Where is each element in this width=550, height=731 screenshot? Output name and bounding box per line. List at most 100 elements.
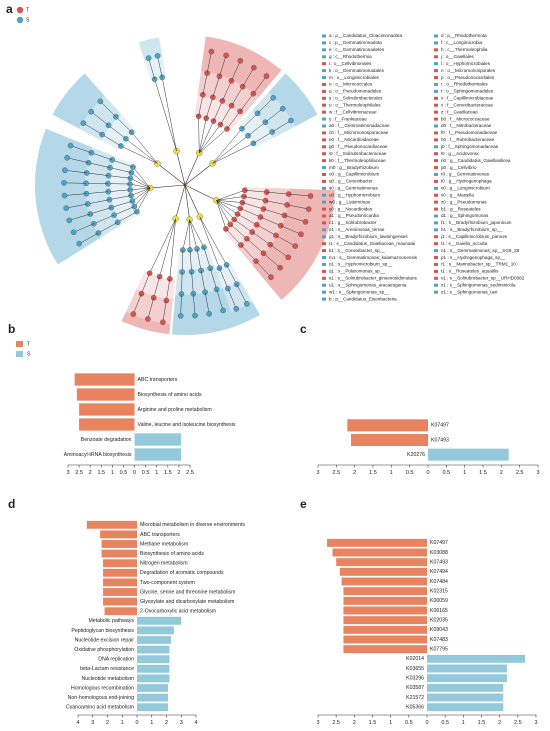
- branch: [265, 200, 288, 206]
- node: [288, 117, 294, 124]
- taxon-label: f : c__Longimicrobia: [441, 40, 483, 45]
- branch: [216, 200, 235, 220]
- taxon-label: i1 : s__Candidatus_Gaiellaceae_maunatai: [329, 241, 415, 246]
- taxon-swatch: [434, 193, 438, 197]
- bar: [137, 626, 174, 635]
- branch: [253, 75, 267, 94]
- bar: [137, 645, 170, 654]
- clade-shade: [35, 128, 101, 265]
- bar: [343, 596, 427, 605]
- taxon-label: p1 : s__Hydrogenophaga_sp__: [441, 255, 506, 260]
- taxon-label: w1 : s__Sphingomonas_sp__: [329, 289, 390, 294]
- branch: [236, 284, 248, 304]
- branch: [216, 200, 241, 209]
- category-label: K03587: [406, 685, 424, 691]
- node: [97, 98, 104, 105]
- branch: [184, 152, 200, 186]
- node: [216, 265, 223, 271]
- branch: [242, 67, 255, 87]
- node: [192, 312, 198, 319]
- x-tick-label: 3: [536, 470, 539, 476]
- clade-shade: [194, 36, 282, 132]
- taxon-swatch: [322, 62, 326, 66]
- clade-shade: [268, 73, 318, 127]
- node: [284, 202, 290, 208]
- taxon-label: z1 : s__Sphingomonas_taxi: [441, 289, 497, 294]
- branch: [147, 297, 154, 320]
- taxon-swatch: [322, 131, 326, 135]
- panel-label: c: [300, 322, 307, 336]
- branch: [184, 184, 201, 217]
- category-label: Homologous recombination: [71, 685, 134, 691]
- taxon-swatch: [322, 145, 326, 149]
- branch: [90, 207, 112, 215]
- node: [201, 244, 207, 250]
- taxon-label: h0 : f__Rubrobacteraceae: [441, 137, 495, 142]
- taxon-label: a1 : g__Pseudonocardia: [329, 213, 379, 218]
- taxon-swatch: [434, 166, 438, 170]
- branch: [199, 216, 220, 269]
- branch: [193, 293, 196, 316]
- node: [277, 264, 283, 271]
- taxon-label: n : o__Micromonosporales: [441, 68, 496, 73]
- clade-shade: [35, 128, 122, 265]
- taxon-swatch: [322, 283, 326, 287]
- x-tick-label: 1: [462, 720, 465, 726]
- branch: [199, 216, 227, 265]
- branch: [136, 187, 151, 212]
- taxon-label: c1 : g__Solirubrobacter: [329, 220, 377, 225]
- taxon-label: a : p__Candidatus_Cloacimonadota: [329, 33, 402, 38]
- node: [85, 201, 91, 207]
- taxon-label: q : o__Pseudomonadales: [329, 89, 382, 94]
- taxon-label: z : f__Gaiellaceae: [441, 109, 478, 114]
- taxon-swatch: [322, 117, 326, 121]
- clade-shade: [121, 271, 176, 335]
- node: [239, 199, 246, 206]
- legend-swatch: [16, 341, 23, 347]
- branch: [86, 172, 109, 176]
- branch: [205, 97, 214, 119]
- node: [61, 180, 67, 186]
- taxon-label: k1 : s__Conexibacter_sp__: [329, 248, 385, 253]
- taxon-swatch: [322, 82, 326, 86]
- node: [61, 192, 68, 199]
- taxon-label: t1 : s__Roseateles_aquatilis: [441, 269, 499, 274]
- x-tick-label: 0.5: [120, 470, 128, 476]
- category-label: Peptidoglycan biosynthesis: [71, 628, 134, 634]
- taxon-label: a0 : f__Gemmatimonadaceae: [329, 123, 390, 128]
- taxon-swatch: [322, 290, 326, 294]
- branch: [161, 77, 177, 152]
- category-label: K00059: [430, 598, 448, 604]
- branch: [114, 206, 135, 216]
- taxon-swatch: [322, 124, 326, 128]
- legend-label: S: [27, 351, 31, 357]
- branch: [175, 184, 186, 219]
- taxon-label: m1 : s__Gemmatimonas_kalamazoonensis: [329, 255, 418, 260]
- clade-shade: [121, 311, 171, 335]
- bar: [74, 373, 135, 386]
- branch: [189, 249, 192, 272]
- x-tick-label: 2: [353, 470, 356, 476]
- branch: [132, 187, 151, 202]
- x-tick-label: 2: [165, 720, 168, 726]
- taxon-swatch: [434, 62, 438, 66]
- branch: [280, 225, 302, 235]
- taxon-swatch: [322, 297, 326, 301]
- branch: [220, 105, 232, 125]
- branch: [198, 116, 200, 154]
- bar: [100, 530, 137, 539]
- branch: [184, 184, 217, 201]
- bar: [327, 538, 427, 547]
- taxon-swatch: [434, 235, 438, 239]
- branch: [157, 55, 163, 78]
- branch: [212, 143, 254, 164]
- taxon-label: w : f__Cellvibrionaceae: [329, 109, 377, 114]
- x-tick-label: 0: [426, 470, 429, 476]
- branch: [216, 189, 245, 201]
- bar: [79, 418, 135, 431]
- node: [220, 307, 226, 314]
- node: [231, 216, 237, 223]
- taxon-label: f0 : f__Pseudomonadaceae: [441, 130, 498, 135]
- branch: [69, 213, 91, 221]
- branch: [132, 166, 151, 189]
